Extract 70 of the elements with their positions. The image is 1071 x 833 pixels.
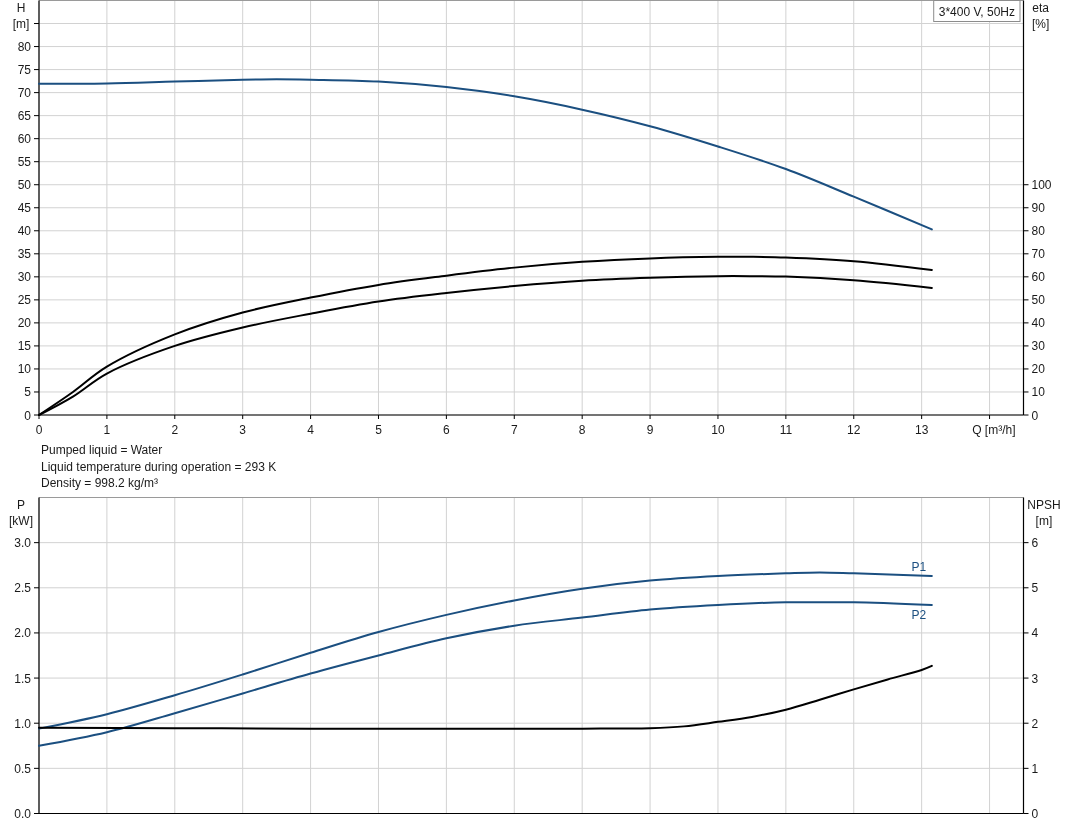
line-series	[38, 78, 933, 231]
text: Density = 998.2 kg/m³	[41, 476, 159, 490]
y-tick-label: 30	[17, 270, 32, 285]
y2-tick-label: 0	[1031, 807, 1039, 821]
y-tick-label: 25	[17, 293, 32, 308]
y-tick-label: 60	[17, 132, 32, 147]
series-label: P2	[911, 607, 927, 622]
series-label: P1	[911, 560, 927, 575]
x-tick-label: 3	[239, 423, 247, 437]
x-tick-label: 2	[171, 423, 179, 437]
chart-subtitle: 3*400 V, 50Hz	[938, 4, 1015, 19]
y-tick-label: 15	[17, 339, 32, 354]
x-tick-label: 12	[847, 423, 861, 437]
y-tick-label: 35	[17, 247, 32, 262]
y2-tick-label: 40	[1031, 316, 1046, 331]
y-tick-label: 65	[17, 109, 32, 124]
y-tick-label: 40	[17, 224, 32, 239]
y-tick-label: 2.5	[14, 581, 32, 596]
text: Pumped liquid = Water	[41, 443, 163, 457]
y2-axis-title: NPSH [m]	[1027, 497, 1061, 528]
y2-tick-label: 80	[1031, 224, 1046, 239]
x-tick-label: 0	[35, 423, 43, 437]
y2-tick-label: 60	[1031, 270, 1046, 285]
y2-tick-label: 20	[1031, 362, 1046, 377]
y-tick-label: 1.5	[14, 671, 32, 686]
y2-axis-title: eta [%]	[1031, 0, 1050, 31]
y-tick-label: 1.0	[14, 716, 32, 731]
x-tick-label: 8	[578, 423, 586, 437]
y-tick-label: 0.5	[14, 761, 32, 776]
y2-tick-label: 50	[1031, 293, 1046, 308]
y2-tick-label: 70	[1031, 247, 1046, 262]
x-tick-label: 4	[307, 423, 315, 437]
y2-tick-label: 2	[1031, 716, 1039, 731]
y-tick-label: 20	[17, 316, 32, 331]
y2-tick-label: 90	[1031, 201, 1046, 216]
y-tick-label: 70	[17, 86, 32, 101]
text: Liquid temperature during operation = 293 K	[41, 459, 277, 474]
y2-tick-label: 100	[1031, 178, 1052, 193]
y-tick-label: 10	[17, 362, 32, 377]
x-tick-label: 9	[646, 423, 654, 437]
x-axis-title: Q [m³/h]	[972, 423, 1016, 437]
y2-tick-label: 1	[1031, 761, 1039, 776]
x-tick-label: 1	[103, 423, 111, 437]
y-tick-label: 80	[17, 40, 32, 55]
line-series	[38, 571, 933, 730]
x-tick-label: 7	[510, 423, 518, 437]
y-tick-label: 45	[17, 201, 32, 216]
y-tick-label: 75	[17, 63, 32, 78]
y-tick-label: 3.0	[14, 536, 32, 551]
y-axis-title: H [m]	[12, 0, 30, 31]
y-tick-label: 0	[24, 408, 32, 423]
y2-tick-label: 6	[1031, 536, 1039, 551]
y2-tick-label: 5	[1031, 581, 1039, 596]
x-tick-label: 6	[443, 423, 451, 437]
y2-tick-label: 10	[1031, 385, 1046, 400]
line-series	[38, 601, 933, 747]
x-tick-label: 10	[711, 423, 725, 437]
y-tick-label: 0.0	[14, 807, 32, 821]
y2-tick-label: 0	[1031, 408, 1039, 423]
x-tick-label: 13	[914, 423, 929, 437]
y-tick-label: 55	[17, 155, 32, 170]
y-tick-label: 2.0	[14, 626, 32, 641]
y2-tick-label: 30	[1031, 339, 1046, 354]
x-tick-label: 5	[375, 423, 383, 437]
y-tick-label: 5	[24, 385, 32, 400]
y2-tick-label: 4	[1031, 626, 1039, 641]
y2-tick-label: 3	[1031, 671, 1039, 686]
x-tick-label: 11	[779, 423, 793, 437]
y-tick-label: 50	[17, 178, 32, 193]
y-axis-title: P [kW]	[9, 497, 33, 528]
